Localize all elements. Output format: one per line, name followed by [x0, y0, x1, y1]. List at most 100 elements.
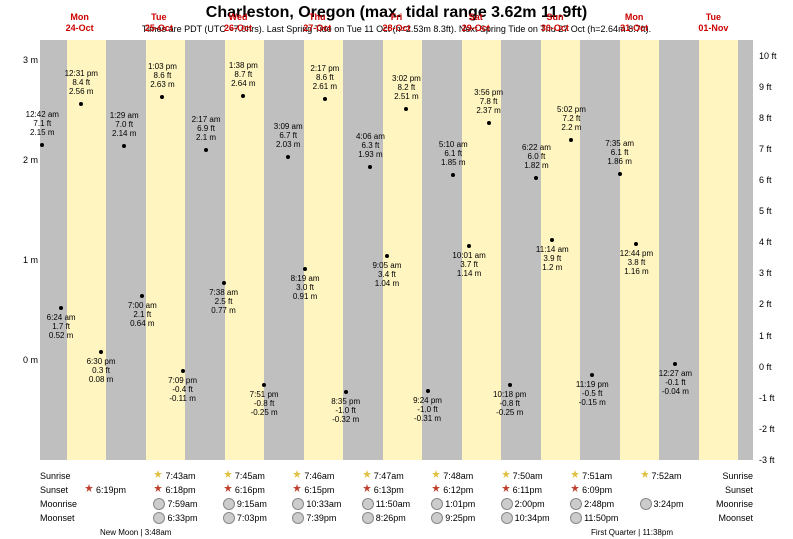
y-axis-feet: -3 ft-2 ft-1 ft0 ft1 ft2 ft3 ft4 ft5 ft6… — [755, 40, 793, 460]
sunrise-icon — [640, 470, 650, 482]
footer-row-sunrise: Sunrise7:43am7:45am7:46am7:47am7:48am7:5… — [40, 469, 753, 483]
day-header: Sat29-Oct — [436, 12, 515, 34]
footer-cell: 1:01pm — [431, 498, 500, 510]
band-night — [738, 40, 753, 460]
tide-point — [262, 383, 266, 387]
tide-label: 12:31 pm8.4 ft2.56 m — [65, 70, 98, 96]
tide-point — [344, 390, 348, 394]
tide-label: 9:24 pm-1.0 ft-0.31 m — [413, 397, 442, 423]
footer-time: 3:24pm — [654, 499, 684, 509]
sunrise-icon — [153, 470, 163, 482]
y-tick-ft: 7 ft — [755, 144, 793, 154]
footer-cell — [84, 498, 153, 510]
moon-icon — [640, 498, 652, 510]
footer-time: 6:11pm — [513, 485, 542, 495]
band-day — [699, 40, 738, 460]
tide-label: 6:30 pm0.3 ft0.08 m — [87, 358, 116, 384]
footer-cell: 11:50pm — [570, 512, 639, 524]
tide-label: 6:24 am1.7 ft0.52 m — [47, 314, 76, 340]
footer-time: 2:00pm — [515, 499, 545, 509]
y-tick-ft: 8 ft — [755, 113, 793, 123]
tide-point — [451, 173, 455, 177]
footer-time: 7:43am — [165, 471, 195, 481]
y-tick-ft: 0 ft — [755, 362, 793, 372]
y-tick-ft: 10 ft — [755, 51, 793, 61]
footer-time: 11:50am — [376, 499, 410, 509]
footer-cell: 7:43am — [153, 470, 222, 482]
y-tick-ft: -1 ft — [755, 393, 793, 403]
moon-icon — [570, 512, 582, 524]
footer-cell: 7:50am — [501, 470, 570, 482]
footer-label: Moonset — [40, 513, 84, 523]
tide-point — [404, 107, 408, 111]
footer-time: 6:15pm — [304, 485, 334, 495]
tide-label: 12:42 am7.1 ft2.15 m — [26, 111, 59, 137]
footer-label-right: Moonrise — [709, 499, 753, 509]
tide-point — [467, 244, 471, 248]
tide-point — [241, 94, 245, 98]
footer-cell: 6:33pm — [153, 512, 222, 524]
tide-chart: Charleston, Oregon (max. tidal range 3.6… — [0, 0, 793, 539]
sunrise-icon — [431, 470, 441, 482]
sunrise-icon — [292, 470, 302, 482]
tide-label: 7:09 pm-0.4 ft-0.11 m — [168, 377, 197, 403]
y-tick-ft: 3 ft — [755, 268, 793, 278]
moon-notes: New Moon | 3:48amFirst Quarter | 11:38pm — [40, 525, 753, 539]
footer-time: 7:39pm — [306, 513, 336, 523]
sunset-icon — [223, 484, 233, 496]
tide-point — [385, 254, 389, 258]
tide-point — [323, 97, 327, 101]
footer-time: 8:26pm — [376, 513, 406, 523]
footer-label-right: Moonset — [709, 513, 753, 523]
day-header: Sun30-Oct — [515, 12, 594, 34]
tide-label: 3:02 pm8.2 ft2.51 m — [392, 75, 421, 101]
footer-cell: 7:39pm — [292, 512, 361, 524]
band-night — [40, 40, 67, 460]
sunset-icon — [292, 484, 302, 496]
footer-label: Sunrise — [40, 471, 84, 481]
footer-time: 9:25pm — [445, 513, 475, 523]
tide-label: 7:38 am2.5 ft0.77 m — [209, 289, 238, 315]
chart-footer: Sunrise7:43am7:45am7:46am7:47am7:48am7:5… — [40, 469, 753, 539]
sunrise-icon — [570, 470, 580, 482]
footer-time: 2:48pm — [584, 499, 614, 509]
band-night — [659, 40, 699, 460]
day-header: Wed26-Oct — [198, 12, 277, 34]
y-tick-ft: 5 ft — [755, 206, 793, 216]
tide-label: 7:35 am6.1 ft1.86 m — [605, 140, 634, 166]
tide-label: 5:10 am6.1 ft1.85 m — [439, 141, 468, 167]
footer-row-moonset: Moonset6:33pm7:03pm7:39pm8:26pm9:25pm10:… — [40, 511, 753, 525]
sunrise-icon — [362, 470, 372, 482]
tide-point — [122, 144, 126, 148]
sunset-icon — [84, 484, 94, 496]
footer-cell: 6:15pm — [292, 484, 361, 496]
tide-label: 2:17 pm8.6 ft2.61 m — [310, 65, 339, 91]
tide-label: 3:56 pm7.8 ft2.37 m — [474, 89, 503, 115]
moon-icon — [292, 512, 304, 524]
footer-cell: 11:50am — [362, 498, 431, 510]
tide-point — [99, 350, 103, 354]
y-axis-meters: 0 m1 m2 m3 m — [0, 40, 38, 460]
footer-time: 6:19pm — [96, 485, 126, 495]
footer-cell: 7:48am — [431, 470, 500, 482]
sunset-icon — [362, 484, 372, 496]
moon-icon — [362, 498, 374, 510]
tide-point — [569, 138, 573, 142]
tide-label: 7:00 am2.1 ft0.64 m — [128, 302, 157, 328]
tide-label: 1:38 pm8.7 ft2.64 m — [229, 62, 258, 88]
tide-point — [550, 238, 554, 242]
footer-cell — [640, 484, 709, 496]
plot-area: Mon24-OctTue25-OctWed26-OctThu27-OctFri2… — [40, 40, 753, 460]
footer-label-right: Sunset — [709, 485, 753, 495]
tide-point — [303, 267, 307, 271]
tide-label: 12:44 pm3.8 ft1.16 m — [620, 250, 653, 276]
tide-point — [79, 102, 83, 106]
footer-cell: 6:16pm — [223, 484, 292, 496]
tide-label: 2:17 am6.9 ft2.1 m — [192, 116, 221, 142]
footer-cell: 6:09pm — [570, 484, 639, 496]
footer-time: 6:18pm — [165, 485, 195, 495]
sunset-icon — [501, 484, 511, 496]
footer-cell: 6:13pm — [362, 484, 431, 496]
footer-time: 6:09pm — [582, 485, 612, 495]
tide-label: 3:09 am6.7 ft2.03 m — [274, 123, 303, 149]
